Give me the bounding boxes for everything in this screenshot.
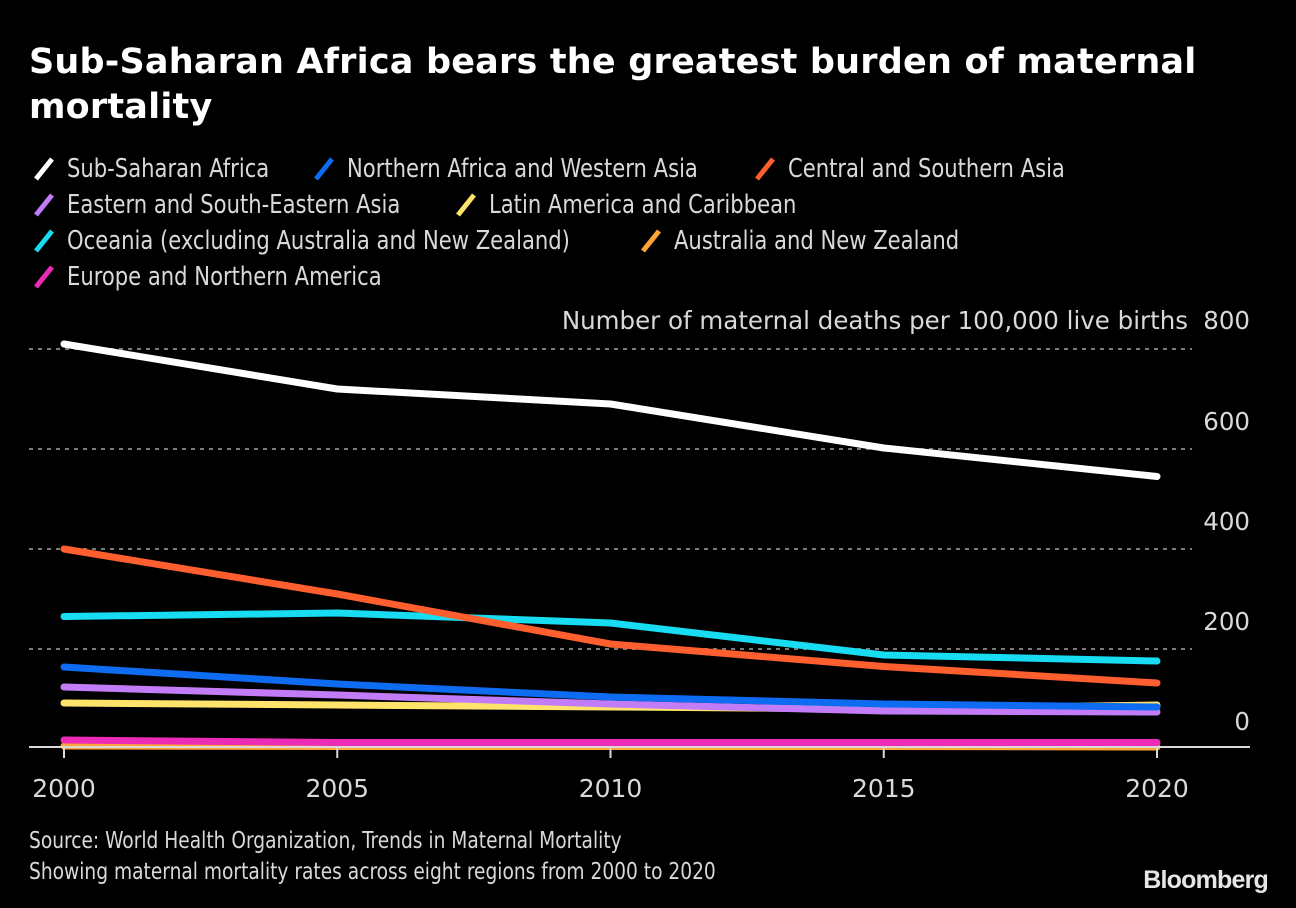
series-lines <box>60 340 1161 751</box>
y-tick-label: 400 <box>1203 507 1250 536</box>
series-line-oceania-excluding-australia-and-new-zealand <box>60 609 1161 665</box>
series-line-europe-and-northern-america <box>60 736 1161 746</box>
legend-swatch-icon <box>313 157 334 181</box>
legend-row: Sub-Saharan Africa Northern Africa and We… <box>29 151 1269 187</box>
chart-legend: Sub-Saharan Africa Northern Africa and We… <box>29 151 1269 295</box>
legend-label: Central and Southern Asia <box>788 154 1066 184</box>
legend-swatch-icon <box>34 265 54 289</box>
legend-label: Australia and New Zealand <box>673 226 959 256</box>
legend-row: Eastern and South-Eastern Asia Latin Amer… <box>29 187 1269 223</box>
y-tick-label: 200 <box>1203 607 1250 636</box>
legend-swatch-icon <box>755 157 776 181</box>
series-line-sub-saharan-africa <box>60 340 1161 480</box>
legend-row: Oceania (excluding Australia and New Zea… <box>29 223 1269 259</box>
series-line-central-and-southern-asia <box>60 545 1161 687</box>
legend-label: Latin America and Caribbean <box>489 190 797 220</box>
source-text: Source: World Health Organization, Trend… <box>29 828 622 854</box>
legend-label: Eastern and South-Eastern Asia <box>67 190 401 220</box>
y-tick-label: 0 <box>1234 707 1250 736</box>
legend-swatch-icon <box>34 193 54 217</box>
legend-item-australia-and-new-zealand: Australia and New Zealand <box>636 226 984 256</box>
x-tick-label: 2005 <box>305 774 369 803</box>
x-tick-label: 2000 <box>32 774 96 803</box>
x-axis: 2000 2005 2010 2015 2020 <box>29 746 1250 803</box>
series-line-northern-africa-and-western-asia <box>60 663 1161 711</box>
legend-swatch-icon <box>456 193 477 217</box>
x-tick-label: 2015 <box>852 774 916 803</box>
legend-swatch-icon <box>640 229 661 253</box>
legend-swatch-icon <box>34 229 54 253</box>
legend-item-oceania-excluding-australia-and-new-zealand: Oceania (excluding Australia and New Zea… <box>29 226 614 256</box>
y-axis-ticks: 0 200 400 600 800 <box>1203 306 1250 736</box>
legend-label: Oceania (excluding Australia and New Zea… <box>67 226 570 256</box>
gridlines <box>29 348 1192 650</box>
line-chart: Number of maternal deaths per 100,000 li… <box>29 306 1250 803</box>
y-tick-label: 600 <box>1203 407 1250 436</box>
legend-item-europe-and-northern-america: Europe and Northern America <box>29 262 409 292</box>
legend-item-central-and-southern-asia: Central and Southern Asia <box>750 154 1089 184</box>
legend-item-sub-saharan-africa: Sub-Saharan Africa <box>29 154 287 184</box>
legend-row: Europe and Northern America <box>29 259 1269 295</box>
chart-title: Sub-Saharan Africa bears the greatest bu… <box>29 42 1197 127</box>
y-tick-label: 800 <box>1203 306 1250 335</box>
legend-item-northern-africa-and-western-asia: Northern Africa and Western Asia <box>309 154 728 184</box>
y-axis-label: Number of maternal deaths per 100,000 li… <box>562 306 1188 335</box>
bloomberg-logo: Bloomberg <box>1143 866 1269 894</box>
legend-swatch-icon <box>34 157 54 181</box>
x-tick-label: 2010 <box>579 774 643 803</box>
legend-label: Europe and Northern America <box>67 262 382 292</box>
legend-item-latin-america-and-caribbean: Latin America and Caribbean <box>451 190 823 220</box>
legend-label: Northern Africa and Western Asia <box>346 154 698 184</box>
series-line-eastern-and-south-eastern-asia <box>60 683 1161 716</box>
legend-label: Sub-Saharan Africa <box>67 154 270 184</box>
legend-item-eastern-and-south-eastern-asia: Eastern and South-Eastern Asia <box>29 190 429 220</box>
x-tick-label: 2020 <box>1125 774 1189 803</box>
footer-notes: Source: World Health Organization, Trend… <box>29 826 792 888</box>
note-text: Showing maternal mortality rates across … <box>29 859 716 885</box>
